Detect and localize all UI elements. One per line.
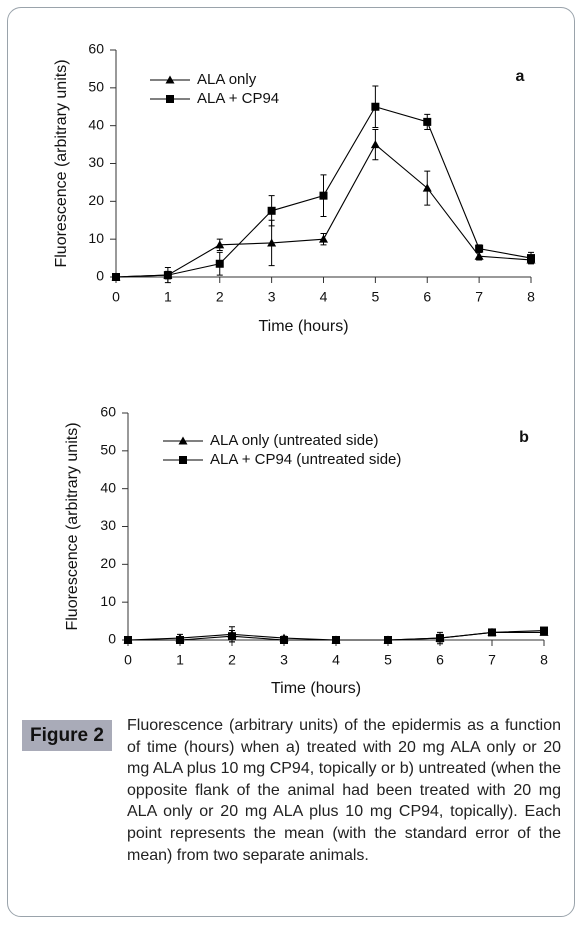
marker [488, 628, 496, 637]
marker [163, 271, 172, 280]
x-tick-label: 2 [228, 652, 236, 668]
y-tick-label: 10 [100, 593, 116, 609]
marker [112, 273, 120, 281]
legend-label: ALA only (untreated side) [210, 432, 378, 449]
legend-marker [165, 75, 175, 84]
marker [267, 206, 276, 215]
y-tick-label: 60 [88, 41, 104, 57]
y-tick-label: 50 [88, 79, 104, 95]
figure-frame [7, 7, 575, 917]
y-tick-label: 10 [88, 230, 104, 246]
y-tick-label: 50 [100, 442, 116, 458]
marker [422, 183, 432, 192]
legend-marker [179, 456, 187, 464]
y-tick-label: 20 [100, 555, 116, 571]
y-tick-label: 0 [108, 631, 116, 647]
marker [228, 632, 236, 641]
x-tick-label: 0 [124, 652, 132, 668]
x-tick-label: 1 [164, 289, 172, 305]
x-tick-label: 2 [216, 289, 224, 305]
x-tick-label: 8 [540, 652, 548, 668]
legend-label: ALA + CP94 (untreated side) [210, 451, 401, 468]
legend-marker [166, 95, 174, 103]
panel-label: a [516, 68, 525, 85]
marker [384, 636, 392, 644]
marker [475, 244, 484, 253]
x-tick-label: 6 [423, 289, 431, 305]
marker [436, 634, 444, 643]
x-tick-label: 5 [384, 652, 392, 668]
y-tick-label: 30 [100, 517, 116, 533]
x-tick-label: 7 [475, 289, 483, 305]
y-tick-label: 40 [88, 116, 104, 132]
panel-label: b [519, 429, 529, 446]
x-axis-title: Time (hours) [271, 680, 361, 697]
caption-label: Figure 2 [22, 720, 112, 751]
y-tick-label: 60 [100, 404, 116, 420]
marker [540, 626, 548, 635]
y-tick-label: 30 [88, 154, 104, 170]
marker [319, 234, 328, 243]
marker [124, 636, 132, 644]
legend-label: ALA + CP94 [197, 90, 279, 107]
x-tick-label: 3 [280, 652, 288, 668]
caption-text: Fluorescence (arbitrary units) of the ep… [127, 717, 561, 864]
marker [370, 140, 380, 149]
x-tick-label: 4 [332, 652, 340, 668]
marker [280, 636, 288, 644]
y-tick-label: 20 [88, 192, 104, 208]
x-tick-label: 0 [112, 289, 120, 305]
x-tick-label: 6 [436, 652, 444, 668]
x-tick-label: 5 [371, 289, 379, 305]
x-tick-label: 3 [268, 289, 276, 305]
marker [423, 117, 432, 126]
y-axis-title: Fluorescence (arbitrary units) [64, 422, 81, 630]
x-tick-label: 8 [527, 289, 535, 305]
y-axis-title: Fluorescence (arbitrary units) [53, 59, 70, 267]
x-tick-label: 7 [488, 652, 496, 668]
y-tick-label: 40 [100, 479, 116, 495]
marker [527, 254, 535, 263]
marker [371, 102, 380, 111]
x-axis-title: Time (hours) [258, 318, 348, 335]
marker [215, 240, 225, 249]
marker [474, 251, 484, 260]
legend-marker [178, 436, 188, 445]
legend-label: ALA only [197, 71, 257, 88]
x-tick-label: 4 [320, 289, 328, 305]
marker [215, 259, 224, 268]
x-tick-label: 1 [176, 652, 184, 668]
marker [319, 191, 328, 200]
marker [176, 636, 184, 644]
marker [332, 636, 340, 644]
y-tick-label: 0 [96, 268, 104, 284]
marker [267, 238, 277, 247]
